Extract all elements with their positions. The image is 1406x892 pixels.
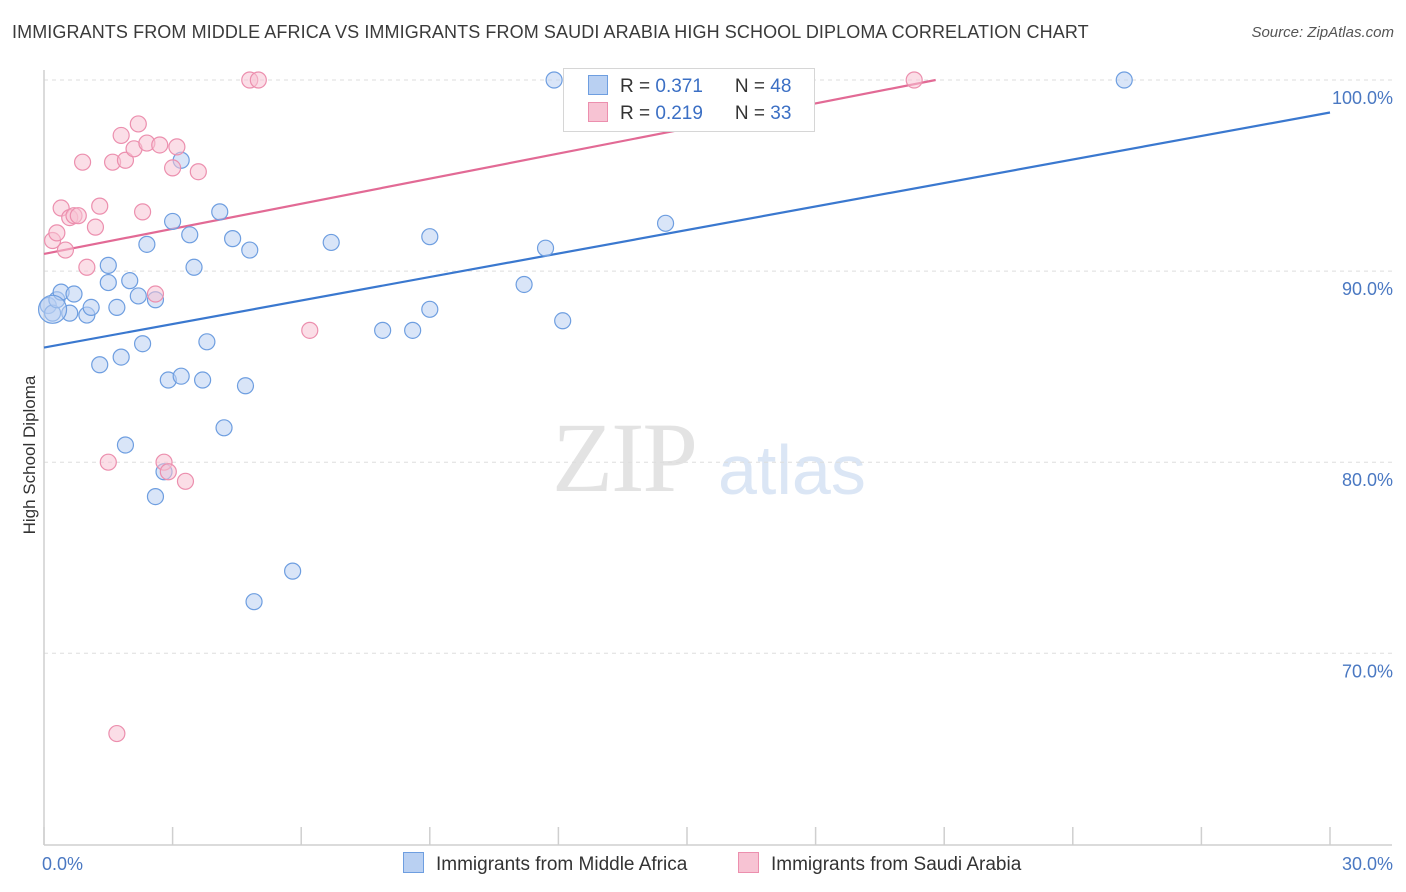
y-tick-label: 80.0% xyxy=(1342,470,1393,490)
point-middle-africa xyxy=(236,377,255,395)
watermark-zip: ZIP xyxy=(552,402,698,513)
x-tick-label: 0.0% xyxy=(42,854,83,874)
point-middle-africa xyxy=(112,348,130,366)
point-middle-africa xyxy=(133,335,152,353)
point-middle-africa xyxy=(1115,71,1133,89)
series-name: Immigrants from Middle Africa xyxy=(436,854,688,875)
point-middle-africa xyxy=(138,235,156,253)
y-tick-label: 70.0% xyxy=(1342,661,1393,681)
gridlines xyxy=(44,79,1392,654)
point-middle-africa xyxy=(374,321,392,339)
point-middle-africa xyxy=(322,233,340,252)
point-saudi-arabia xyxy=(146,285,165,303)
point-middle-africa xyxy=(129,287,147,305)
legend-r-value: 0.371 xyxy=(655,76,703,97)
point-middle-africa xyxy=(91,356,109,374)
legend-row-middle-africa: R = 0.371 N = 48 xyxy=(588,75,791,99)
point-saudi-arabia xyxy=(301,321,319,339)
point-middle-africa xyxy=(164,212,182,231)
legend-n-value: 48 xyxy=(770,76,792,97)
point-middle-africa xyxy=(241,241,259,259)
point-saudi-arabia xyxy=(129,115,147,133)
point-middle-africa xyxy=(99,273,117,292)
point-saudi-arabia xyxy=(164,159,182,177)
point-saudi-arabia xyxy=(99,453,117,471)
point-middle-africa xyxy=(211,203,229,221)
point-middle-africa xyxy=(536,239,555,257)
point-middle-africa xyxy=(181,226,199,244)
point-saudi-arabia xyxy=(116,151,135,169)
chart-title: IMMIGRANTS FROM MIDDLE AFRICA VS IMMIGRA… xyxy=(12,22,1089,42)
point-middle-africa xyxy=(99,256,117,274)
point-saudi-arabia xyxy=(133,203,152,221)
source-attribution: Source: ZipAtlas.com xyxy=(1251,24,1394,41)
point-saudi-arabia xyxy=(159,463,177,481)
point-saudi-arabia xyxy=(108,724,126,743)
point-saudi-arabia xyxy=(151,136,169,154)
series-swatch-pink xyxy=(738,852,759,873)
point-middle-africa-cluster xyxy=(37,294,68,324)
point-saudi-arabia xyxy=(176,472,195,490)
point-saudi-arabia xyxy=(56,241,75,259)
point-middle-africa xyxy=(421,228,439,246)
legend-r-value: 0.219 xyxy=(655,103,703,124)
series-legend: Immigrants from Middle Africa Immigrants… xyxy=(0,852,1406,878)
point-middle-africa xyxy=(121,272,139,290)
legend-n-label: N = xyxy=(734,103,771,124)
point-middle-africa xyxy=(82,298,100,317)
point-saudi-arabia xyxy=(112,126,130,145)
point-middle-africa xyxy=(146,487,165,506)
point-middle-africa xyxy=(172,367,190,385)
watermark-atlas: atlas xyxy=(718,431,866,509)
point-middle-africa xyxy=(421,300,439,318)
data-points xyxy=(37,71,1133,743)
series-legend-saudi-arabia[interactable]: Immigrants from Saudi Arabia xyxy=(738,852,1021,876)
y-axis-label: High School Diploma xyxy=(20,375,39,534)
stats-legend: R = 0.371 N = 48 R = 0.219 N = 33 xyxy=(563,68,815,132)
point-middle-africa xyxy=(515,275,533,294)
point-middle-africa xyxy=(185,258,203,276)
point-middle-africa xyxy=(554,312,572,330)
legend-r-label: R = xyxy=(620,76,656,97)
point-middle-africa xyxy=(404,321,422,339)
point-middle-africa xyxy=(65,285,83,303)
x-tick-label: 30.0% xyxy=(1342,854,1393,874)
point-saudi-arabia xyxy=(48,224,66,242)
y-tick-label: 100.0% xyxy=(1332,88,1393,108)
axes xyxy=(43,70,1392,846)
point-saudi-arabia xyxy=(91,197,109,215)
point-middle-africa xyxy=(224,230,242,248)
point-middle-africa xyxy=(108,298,126,317)
point-middle-africa xyxy=(215,419,233,437)
legend-swatch-pink xyxy=(588,102,608,122)
point-middle-africa xyxy=(198,333,216,351)
point-saudi-arabia xyxy=(73,153,92,171)
point-middle-africa xyxy=(194,371,212,389)
point-saudi-arabia xyxy=(189,163,207,181)
point-saudi-arabia xyxy=(78,258,96,276)
legend-n-label: N = xyxy=(734,76,771,97)
trend-line-middle-africa xyxy=(43,111,1331,349)
point-middle-africa xyxy=(545,71,563,89)
point-saudi-arabia xyxy=(905,71,923,89)
point-saudi-arabia xyxy=(69,207,87,225)
tick-labels: 70.0% 80.0% 90.0% 100.0% 0.0% 30.0% High Schoo… xyxy=(20,88,1393,874)
series-name: Immigrants from Saudi Arabia xyxy=(771,854,1022,875)
y-tick-label: 90.0% xyxy=(1342,279,1393,299)
series-swatch-blue xyxy=(403,852,424,873)
legend-r-label: R = xyxy=(620,103,656,124)
legend-n-value: 33 xyxy=(770,103,792,124)
point-middle-africa xyxy=(284,562,302,580)
series-legend-middle-africa[interactable]: Immigrants from Middle Africa xyxy=(403,852,687,876)
legend-row-saudi-arabia: R = 0.219 N = 33 xyxy=(588,102,791,126)
point-saudi-arabia xyxy=(86,218,105,236)
point-middle-africa xyxy=(656,214,675,232)
point-middle-africa xyxy=(245,593,263,611)
point-saudi-arabia xyxy=(249,71,267,89)
point-saudi-arabia xyxy=(168,138,186,156)
point-middle-africa xyxy=(116,436,135,454)
legend-swatch-blue xyxy=(588,75,608,95)
